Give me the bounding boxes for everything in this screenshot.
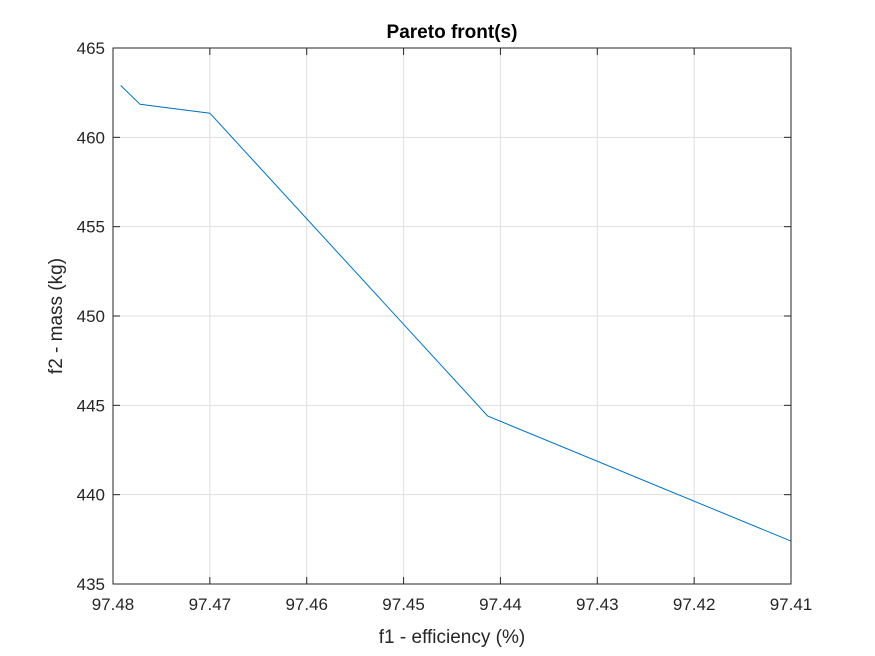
y-tick-label: 435 [77, 575, 105, 594]
y-tick-label: 465 [77, 39, 105, 58]
series-line [120, 85, 792, 542]
x-tick-label: 97.41 [770, 595, 813, 614]
x-tick-label: 97.48 [92, 595, 135, 614]
x-tick-label: 97.46 [285, 595, 328, 614]
x-tick-label: 97.44 [479, 595, 522, 614]
x-tick-label: 97.47 [189, 595, 232, 614]
y-tick-label: 445 [77, 396, 105, 415]
y-tick-label: 440 [77, 486, 105, 505]
x-tick-label: 97.45 [382, 595, 425, 614]
y-tick-label: 450 [77, 307, 105, 326]
x-tick-label: 97.43 [576, 595, 619, 614]
x-axis-label: f1 - efficiency (%) [379, 627, 525, 648]
chart-title: Pareto front(s) [387, 22, 518, 43]
y-axis-label: f2 - mass (kg) [46, 258, 67, 374]
x-tick-labels: 97.48 97.47 97.46 97.45 97.44 97.43 97.42 97.41 [92, 595, 813, 614]
y-tick-label: 455 [77, 218, 105, 237]
x-tick-label: 97.42 [673, 595, 716, 614]
y-tick-label: 460 [77, 128, 105, 147]
series-layer [120, 85, 792, 542]
tick-marks [112, 47, 792, 585]
y-tick-labels: 435 440 445 450 455 460 465 [77, 39, 105, 594]
